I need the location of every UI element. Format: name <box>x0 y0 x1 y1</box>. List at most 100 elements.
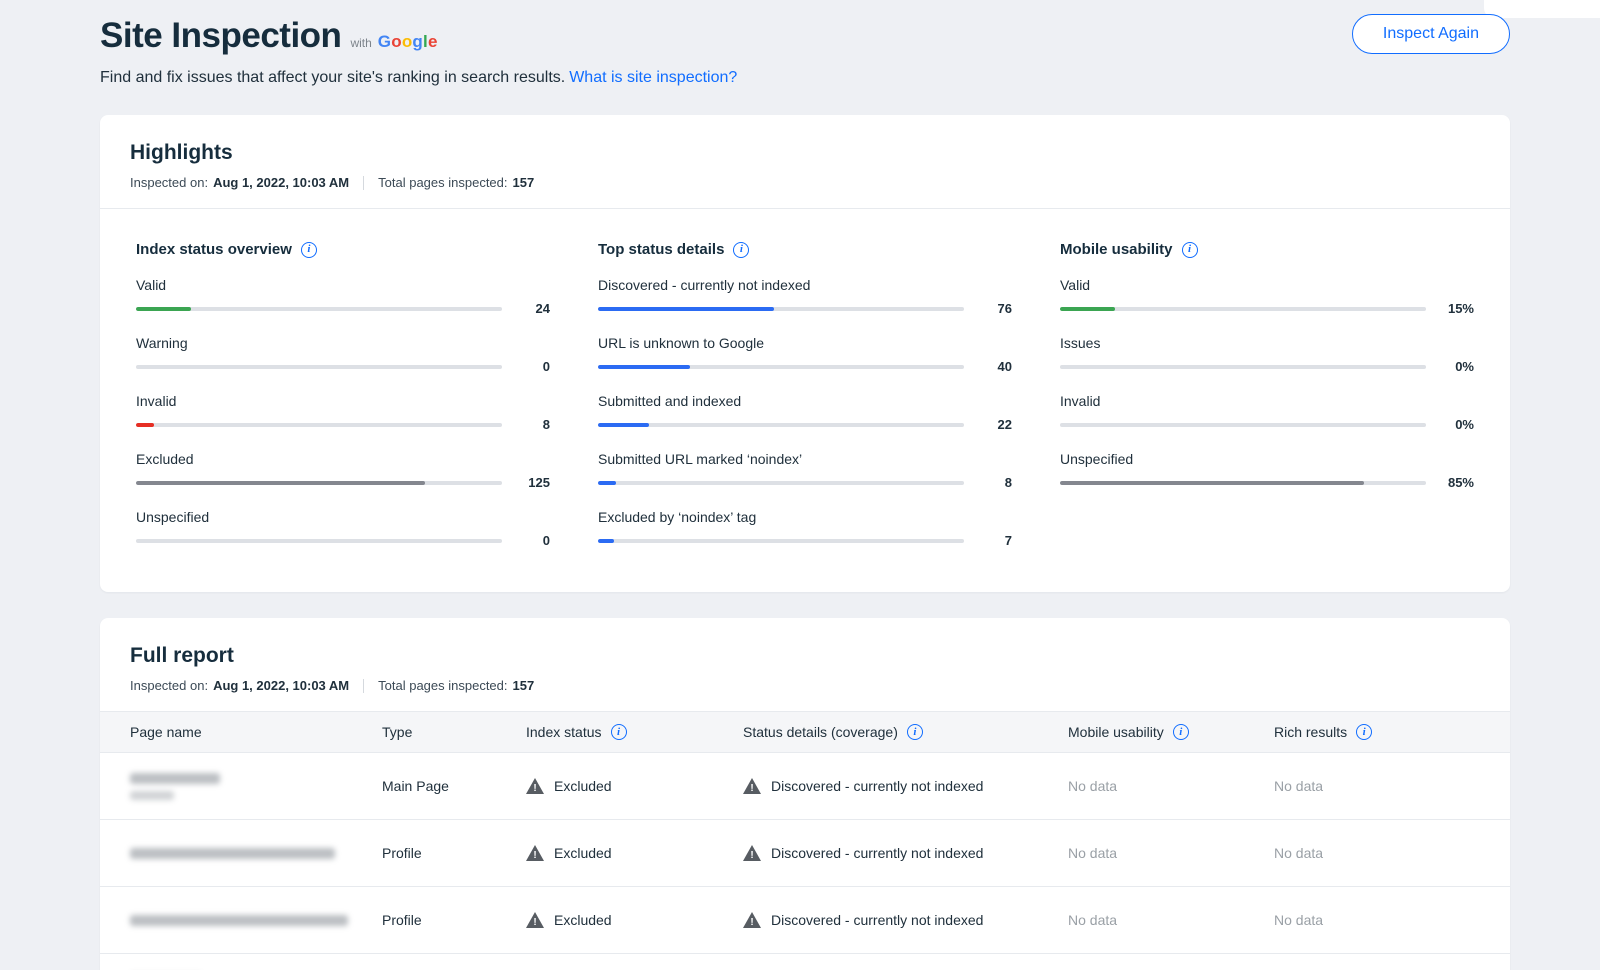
metric-label: Discovered - currently not indexed <box>598 277 811 293</box>
index-status-label: Excluded <box>554 912 612 928</box>
metric-row: Invalid 8 <box>136 393 550 432</box>
table-row: Profile Excluded Discovered - currently … <box>100 887 1510 954</box>
progress-track <box>598 306 964 311</box>
google-letter: g <box>412 32 423 51</box>
info-icon[interactable] <box>1181 241 1198 258</box>
progress-fill <box>136 480 426 485</box>
inspected-on-label: Inspected on: <box>130 678 209 693</box>
inspect-again-button[interactable]: Inspect Again <box>1351 14 1510 54</box>
progress-track <box>1060 480 1426 485</box>
metric-row: URL is unknown to Google 40 <box>598 335 1012 374</box>
index-status-label: Excluded <box>554 845 612 861</box>
redacted-text-line <box>130 790 174 800</box>
status-icon <box>743 912 761 928</box>
table-row: Main Page Excluded Discovered - currentl… <box>100 753 1510 820</box>
col-header-label: Rich results <box>1274 724 1348 740</box>
info-icon[interactable] <box>1172 724 1189 740</box>
progress-track <box>598 480 964 485</box>
metric-label: Issues <box>1060 335 1101 351</box>
metric-label: Excluded by ‘noindex’ tag <box>598 509 757 525</box>
progress-track <box>136 422 502 427</box>
metric-row: Warning 0 <box>136 335 550 374</box>
col-header-label: Index status <box>526 724 602 740</box>
info-icon[interactable] <box>610 724 627 740</box>
subtitle-text: Find and fix issues that affect your sit… <box>100 69 566 86</box>
info-icon[interactable] <box>733 241 750 258</box>
progress-track <box>1060 364 1426 369</box>
highlights-title: Highlights <box>130 141 233 164</box>
progress-fill <box>598 364 690 369</box>
metric-label: Submitted and indexed <box>598 393 742 409</box>
metric-row: Unspecified 85% <box>1060 451 1474 490</box>
index-status-cell: Excluded <box>526 778 743 794</box>
inspected-on-value: Aug 1, 2022, 10:03 AM <box>213 175 350 190</box>
metric-label: Submitted URL marked ‘noindex’ <box>598 451 803 467</box>
status-details-cell: Discovered - currently not indexed <box>743 845 1068 861</box>
progress-track <box>1060 306 1426 311</box>
metric-value: 22 <box>997 417 1012 432</box>
info-icon[interactable] <box>300 241 317 258</box>
info-icon[interactable] <box>1356 724 1373 740</box>
metric-label: Unspecified <box>136 509 210 525</box>
section-title: Top status details <box>598 241 725 258</box>
metric-row: Valid 24 <box>136 277 550 316</box>
col-header-label: Status details (coverage) <box>743 724 898 740</box>
col-header-page-name: Page name <box>130 724 382 740</box>
card-divider <box>100 208 1510 209</box>
metric-value: 85% <box>1447 475 1474 490</box>
metric-value: 0 <box>542 533 550 548</box>
progress-track <box>136 364 502 369</box>
inspected-on-label: Inspected on: <box>130 175 209 190</box>
progress-track <box>598 422 964 427</box>
cutoff-overlay <box>1484 0 1600 18</box>
progress-fill <box>598 538 615 543</box>
metric-label: Unspecified <box>1060 451 1134 467</box>
progress-track <box>136 306 502 311</box>
metric-value: 24 <box>535 301 550 316</box>
progress-fill <box>1060 480 1364 485</box>
highlights-meta: Inspected on: Aug 1, 2022, 10:03 AM Tota… <box>130 175 1480 190</box>
metric-value: 0 <box>542 359 550 374</box>
metric-row: Excluded 125 <box>136 451 550 490</box>
rich-results-cell: No data <box>1274 778 1324 794</box>
page-type: Profile <box>382 912 422 928</box>
index-status-label: Excluded <box>554 778 612 794</box>
metric-row: Invalid 0% <box>1060 393 1474 432</box>
metric-row: Submitted URL marked ‘noindex’ 8 <box>598 451 1012 490</box>
metric-label: Warning <box>136 335 188 351</box>
progress-fill <box>1060 306 1115 311</box>
mobile-usability-cell: No data <box>1068 845 1118 861</box>
top-status-details-section: Top status details Discovered - currentl… <box>598 241 1012 548</box>
progress-track <box>598 538 964 543</box>
metric-value: 8 <box>542 417 550 432</box>
status-details-label: Discovered - currently not indexed <box>771 778 984 794</box>
page-name-redacted <box>130 914 382 926</box>
total-pages-value: 157 <box>512 678 535 693</box>
metric-value: 0% <box>1455 417 1474 432</box>
inspected-on-value: Aug 1, 2022, 10:03 AM <box>213 678 350 693</box>
col-header-label: Page name <box>130 724 202 740</box>
redacted-text-line <box>130 847 335 859</box>
metric-value: 125 <box>528 475 550 490</box>
section-title: Index status overview <box>136 241 292 258</box>
info-icon[interactable] <box>906 724 923 740</box>
table-row: Profile Excluded Discovered - currently … <box>100 820 1510 887</box>
section-title: Mobile usability <box>1060 241 1173 258</box>
what-is-site-inspection-link[interactable]: What is site inspection? <box>569 69 738 86</box>
metric-label: Invalid <box>136 393 177 409</box>
mobile-usability-cell: No data <box>1068 778 1118 794</box>
redacted-text-line <box>130 914 348 926</box>
with-label: with <box>350 36 372 50</box>
meta-divider <box>363 175 365 190</box>
metric-label: Valid <box>1060 277 1091 293</box>
status-details-label: Discovered - currently not indexed <box>771 912 984 928</box>
page-type: Main Page <box>382 778 449 794</box>
redacted-text-line <box>130 772 220 784</box>
col-header-rich-results: Rich results <box>1274 724 1480 740</box>
total-pages-value: 157 <box>512 175 535 190</box>
page-name-redacted <box>130 847 382 859</box>
index-status-cell: Excluded <box>526 912 743 928</box>
status-icon <box>526 912 544 928</box>
status-icon <box>743 845 761 861</box>
metric-row: Unspecified 0 <box>136 509 550 548</box>
